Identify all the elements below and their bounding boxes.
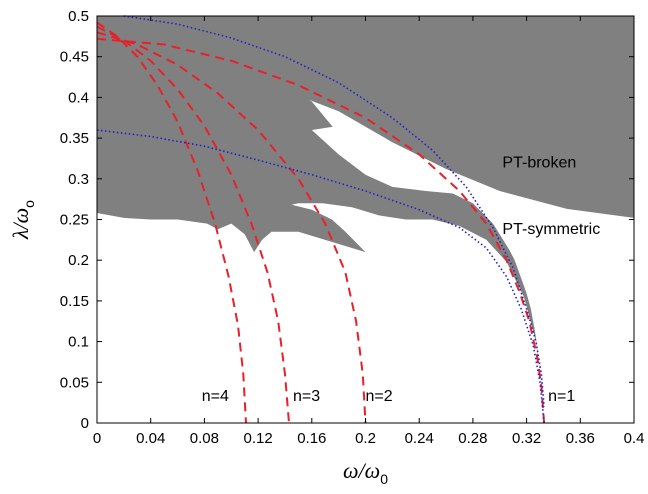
y-tick-label: 0: [81, 415, 89, 432]
y-tick-label: 0.5: [68, 8, 89, 25]
y-tick-label: 0.45: [60, 49, 89, 66]
y-tick-label: 0.35: [60, 130, 89, 147]
y-tick-label: 0.4: [68, 89, 89, 106]
series-line-n4: [96, 21, 247, 424]
y-tick-label: 0.15: [60, 293, 89, 310]
x-tick-label: 0.28: [458, 430, 487, 447]
x-tick-label: 0.16: [297, 430, 326, 447]
x-tick-label: 0.12: [243, 430, 272, 447]
x-tick-label: 0.2: [355, 430, 376, 447]
boundary-line-4: [123, 15, 545, 407]
annotation-pt-broken: PT-broken: [502, 154, 576, 171]
y-tick-label: 0.2: [68, 252, 89, 269]
annotation-n-3: n=3: [293, 388, 320, 405]
series-line-n1: [96, 37, 546, 424]
x-axis-label: ω/ω0: [343, 458, 388, 487]
y-axis-label: λ/ωo: [8, 200, 37, 240]
y-tick-label: 0.25: [60, 212, 89, 229]
series-line-n3: [96, 25, 290, 424]
x-tick-label: 0.24: [405, 430, 434, 447]
region-pt-symmetric: [311, 125, 547, 424]
x-tick-label: 0.36: [566, 430, 595, 447]
annotation-n-1: n=1: [548, 388, 575, 405]
annotation-pt-symmetric: PT-symmetric: [502, 221, 600, 238]
y-tick-label: 0.1: [68, 334, 89, 351]
region-pt-broken: [97, 16, 634, 423]
annotation-n-4: n=4: [202, 388, 229, 405]
annotation-n-2: n=2: [366, 388, 393, 405]
series-line-n2: [96, 31, 367, 424]
x-tick-label: 0: [93, 430, 101, 447]
y-tick-label: 0.05: [60, 374, 89, 391]
x-tick-label: 0.32: [512, 430, 541, 447]
x-tick-label: 0.04: [136, 430, 165, 447]
x-tick-label: 0.4: [624, 430, 645, 447]
boundary-line-5: [96, 129, 545, 424]
y-tick-label: 0.3: [68, 171, 89, 188]
x-tick-label: 0.08: [190, 430, 219, 447]
